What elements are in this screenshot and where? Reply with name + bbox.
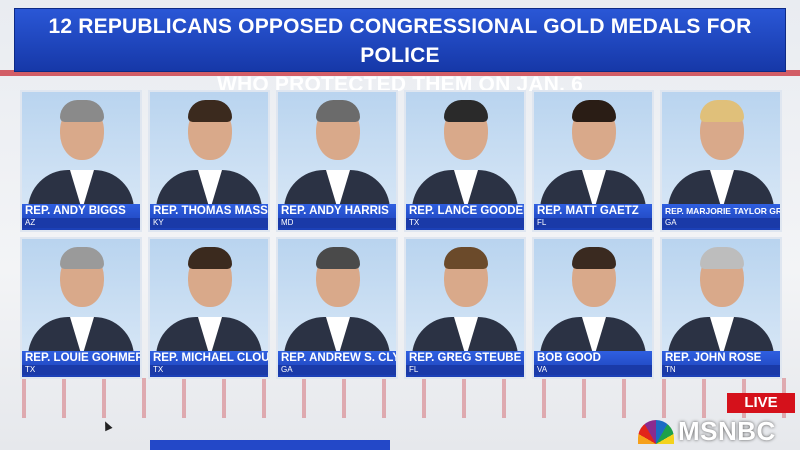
- member-card: REP. ANDY BIGGS AZ: [20, 90, 142, 232]
- member-name: REP. ANDY HARRIS: [281, 205, 389, 217]
- headline-banner: 12 REPUBLICANS OPPOSED CONGRESSIONAL GOL…: [14, 8, 786, 96]
- hair: [60, 247, 104, 269]
- name-label: REP. ANDY BIGGS AZ: [22, 204, 140, 230]
- name-label: REP. MICHAEL CLOUD TX: [150, 351, 268, 377]
- member-photo: [534, 92, 652, 216]
- member-name: BOB GOOD: [537, 352, 601, 364]
- member-card: REP. MATT GAETZ FL: [532, 90, 654, 232]
- member-state: FL: [406, 365, 524, 375]
- member-card: REP. ANDY HARRIS MD: [276, 90, 398, 232]
- member-card: REP. ANDREW S. CLYDE GA: [276, 237, 398, 379]
- member-state: KY: [150, 218, 268, 228]
- name-label: REP. ANDREW S. CLYDE GA: [278, 351, 396, 377]
- member-photo: [22, 92, 140, 216]
- member-card: BOB GOOD VA: [532, 237, 654, 379]
- member-photo: [150, 239, 268, 363]
- member-state: GA: [278, 365, 396, 375]
- name-label: REP. ANDY HARRIS MD: [278, 204, 396, 230]
- member-name: REP. ANDREW S. CLYDE: [281, 352, 396, 364]
- member-card: REP. THOMAS MASSIE KY: [148, 90, 270, 232]
- hair: [60, 100, 104, 122]
- member-photo: [150, 92, 268, 216]
- name-label: REP. LOUIE GOHMERT TX: [22, 351, 140, 377]
- live-badge: LIVE: [727, 393, 795, 413]
- hair: [188, 247, 232, 269]
- name-label: REP. THOMAS MASSIE KY: [150, 204, 268, 230]
- hair: [188, 100, 232, 122]
- name-label: REP. MARJORIE TAYLOR GREENE GA: [662, 204, 780, 230]
- hair: [316, 100, 360, 122]
- msnbc-logo: MSNBC: [638, 416, 776, 447]
- member-card: REP. JOHN ROSE TN: [660, 237, 782, 379]
- name-label: REP. LANCE GOODEN TX: [406, 204, 524, 230]
- name-label: REP. JOHN ROSE TN: [662, 351, 780, 377]
- member-grid: REP. ANDY BIGGS AZ REP. THOMAS MASSIE KY…: [20, 90, 782, 379]
- member-state: TX: [406, 218, 524, 228]
- hair: [700, 100, 744, 122]
- member-photo: [662, 92, 780, 216]
- hair: [444, 247, 488, 269]
- member-state: TN: [662, 365, 780, 375]
- member-name: REP. MATT GAETZ: [537, 205, 639, 217]
- member-card: REP. LOUIE GOHMERT TX: [20, 237, 142, 379]
- name-label: BOB GOOD VA: [534, 351, 652, 377]
- member-state: TX: [150, 365, 268, 375]
- member-name: REP. JOHN ROSE: [665, 352, 762, 364]
- member-photo: [406, 239, 524, 363]
- name-label: REP. MATT GAETZ FL: [534, 204, 652, 230]
- member-state: VA: [534, 365, 652, 375]
- member-state: MD: [278, 218, 396, 228]
- member-photo: [22, 239, 140, 363]
- member-card: REP. LANCE GOODEN TX: [404, 90, 526, 232]
- member-name: REP. MARJORIE TAYLOR GREENE: [665, 206, 780, 216]
- member-state: GA: [662, 218, 780, 228]
- headline-line-1: 12 REPUBLICANS OPPOSED CONGRESSIONAL GOL…: [48, 15, 752, 67]
- member-photo: [278, 92, 396, 216]
- member-name: REP. MICHAEL CLOUD: [153, 352, 268, 364]
- member-state: FL: [534, 218, 652, 228]
- member-photo: [662, 239, 780, 363]
- member-photo: [406, 92, 524, 216]
- member-card: REP. GREG STEUBE FL: [404, 237, 526, 379]
- hair: [316, 247, 360, 269]
- red-accent-bar: [0, 70, 800, 76]
- hair: [700, 247, 744, 269]
- member-name: REP. ANDY BIGGS: [25, 205, 126, 217]
- network-name: MSNBC: [678, 416, 776, 446]
- name-label: REP. GREG STEUBE FL: [406, 351, 524, 377]
- member-state: AZ: [22, 218, 140, 228]
- mouse-cursor-icon: [101, 419, 113, 432]
- member-state: TX: [22, 365, 140, 375]
- member-name: REP. GREG STEUBE: [409, 352, 522, 364]
- member-card: REP. MICHAEL CLOUD TX: [148, 237, 270, 379]
- hair: [444, 100, 488, 122]
- member-name: REP. LANCE GOODEN: [409, 205, 524, 217]
- member-card: REP. MARJORIE TAYLOR GREENE GA: [660, 90, 782, 232]
- member-name: REP. THOMAS MASSIE: [153, 205, 268, 217]
- peacock-icon: [638, 419, 674, 444]
- hair: [572, 247, 616, 269]
- background-stripes: [0, 378, 800, 418]
- member-name: REP. LOUIE GOHMERT: [25, 352, 140, 364]
- member-photo: [534, 239, 652, 363]
- hair: [572, 100, 616, 122]
- member-photo: [278, 239, 396, 363]
- lower-bar: [150, 440, 390, 450]
